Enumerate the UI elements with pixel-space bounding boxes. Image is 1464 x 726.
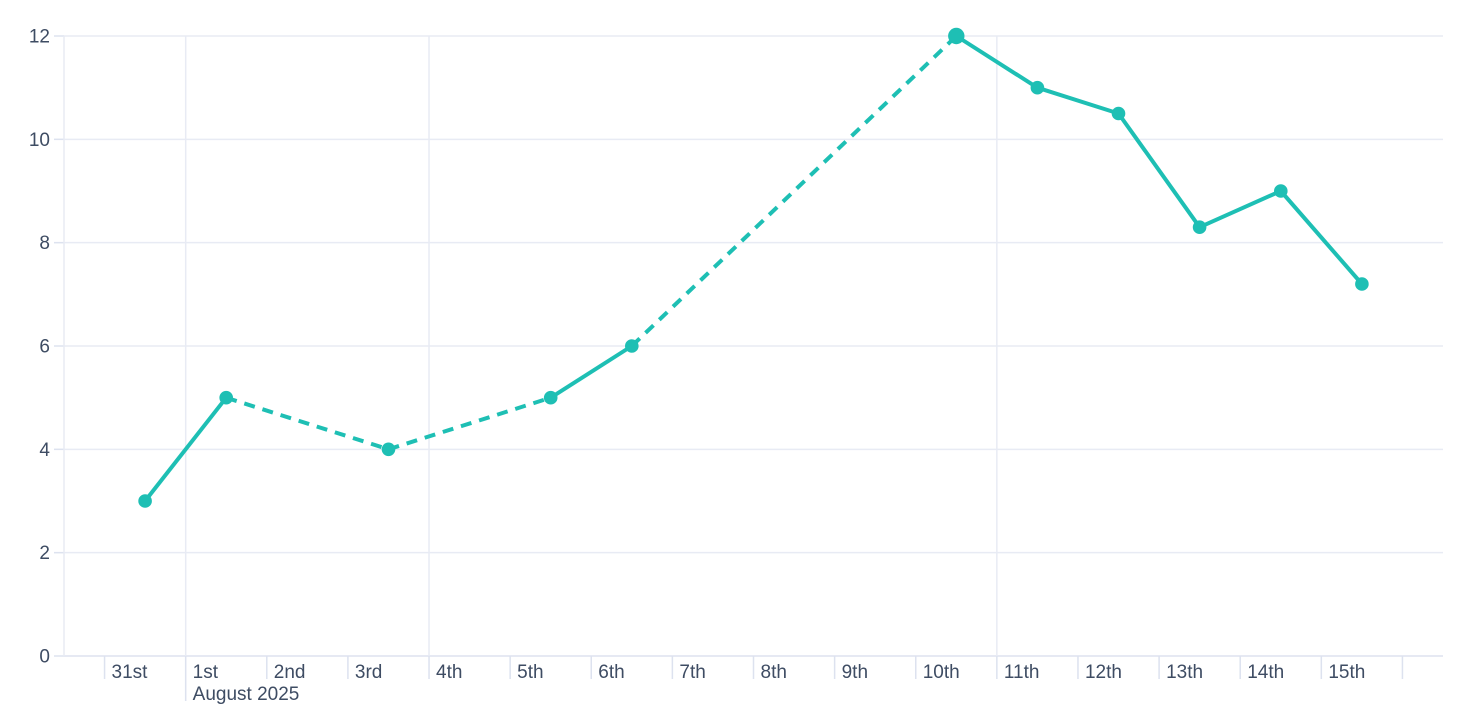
x-axis-label: 5th: [517, 662, 543, 683]
x-axis-label: 11th: [1004, 662, 1040, 683]
y-axis-label: 10: [29, 130, 50, 151]
series-segment-dashed: [225, 395, 390, 452]
data-point-11th[interactable]: [1030, 80, 1045, 95]
y-axis-label: 0: [39, 647, 50, 668]
series-segment-dashed: [387, 395, 552, 452]
x-axis-label: 6th: [598, 662, 624, 683]
data-point-1st[interactable]: [219, 390, 233, 405]
data-point-31st[interactable]: [138, 494, 152, 508]
data-point-13th[interactable]: [1192, 220, 1207, 234]
x-axis-label: 15th: [1328, 662, 1365, 683]
series-segment-dashed: [630, 34, 958, 348]
y-axis-label: 4: [39, 440, 50, 461]
x-axis-label: 2nd: [274, 662, 306, 683]
series-segment-solid: [143, 396, 228, 503]
y-axis-label: 12: [29, 27, 50, 48]
x-axis-label: 14th: [1247, 662, 1284, 683]
series-segment-solid: [955, 34, 1364, 286]
data-point-3rd[interactable]: [381, 442, 396, 457]
data-point-6th[interactable]: [625, 339, 639, 353]
x-axis-label: 9th: [842, 662, 868, 683]
x-axis-label: 10th: [923, 662, 960, 683]
x-axis-label: 12th: [1085, 662, 1122, 683]
series-segment-solid: [549, 344, 633, 400]
x-axis-label: 7th: [679, 662, 705, 683]
data-point-12th[interactable]: [1111, 106, 1126, 121]
x-axis-label: 4th: [436, 662, 462, 683]
y-axis-label: 6: [39, 337, 50, 358]
x-axis-label: 31st: [112, 662, 149, 683]
x-axis-month-label: August 2025: [193, 684, 300, 705]
y-axis-label: 8: [39, 233, 50, 254]
x-axis-label: 1st: [193, 662, 219, 683]
y-axis-label: 2: [39, 543, 50, 564]
data-point-5th[interactable]: [543, 390, 558, 405]
x-axis-label: 8th: [761, 662, 787, 683]
data-point-14th[interactable]: [1274, 184, 1288, 198]
x-axis-label: 3rd: [355, 662, 382, 683]
data-point-10th[interactable]: [948, 27, 965, 45]
x-axis-label: 13th: [1166, 662, 1203, 683]
data-point-15th[interactable]: [1355, 277, 1369, 291]
